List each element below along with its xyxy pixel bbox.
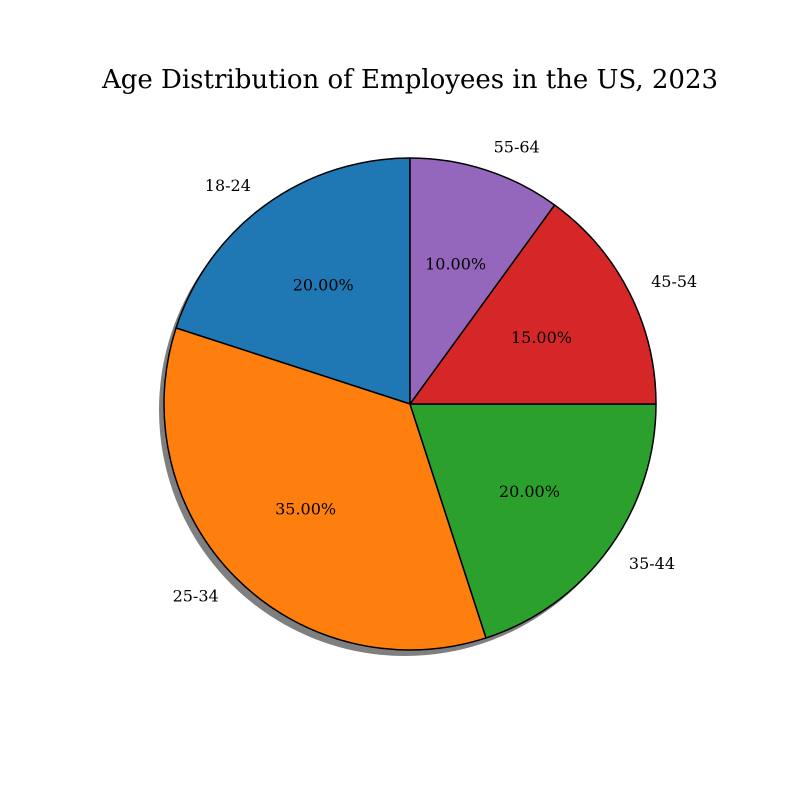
slice-55-64-label: 55-64 [494, 138, 540, 157]
slice-35-44 [409, 403, 657, 639]
slice-45-54-percentage: 15.00% [511, 328, 572, 347]
chart-title: Age Distribution of Employees in the US,… [101, 65, 718, 95]
slice-35-44-percentage: 20.00% [499, 482, 560, 501]
slice-55-64 [409, 157, 556, 405]
slice-45-54 [409, 204, 657, 405]
slice-25-34-label: 25-34 [173, 586, 219, 605]
slice-55-64-percentage: 10.00% [425, 255, 486, 274]
slice-18-24-label: 18-24 [205, 176, 251, 195]
slice-35-44-label: 35-44 [629, 554, 675, 573]
pie-labels: 18-24 20.00% 25-34 35.00% 35-44 20.00% 45-54 15… [173, 138, 698, 606]
slice-45-54-label: 45-54 [651, 272, 697, 291]
slice-25-34 [163, 327, 487, 651]
slice-25-34-percentage: 35.00% [275, 499, 336, 518]
slice-18-24 [175, 157, 411, 405]
slice-18-24-percentage: 20.00% [293, 276, 354, 295]
pie-slices [163, 157, 657, 651]
